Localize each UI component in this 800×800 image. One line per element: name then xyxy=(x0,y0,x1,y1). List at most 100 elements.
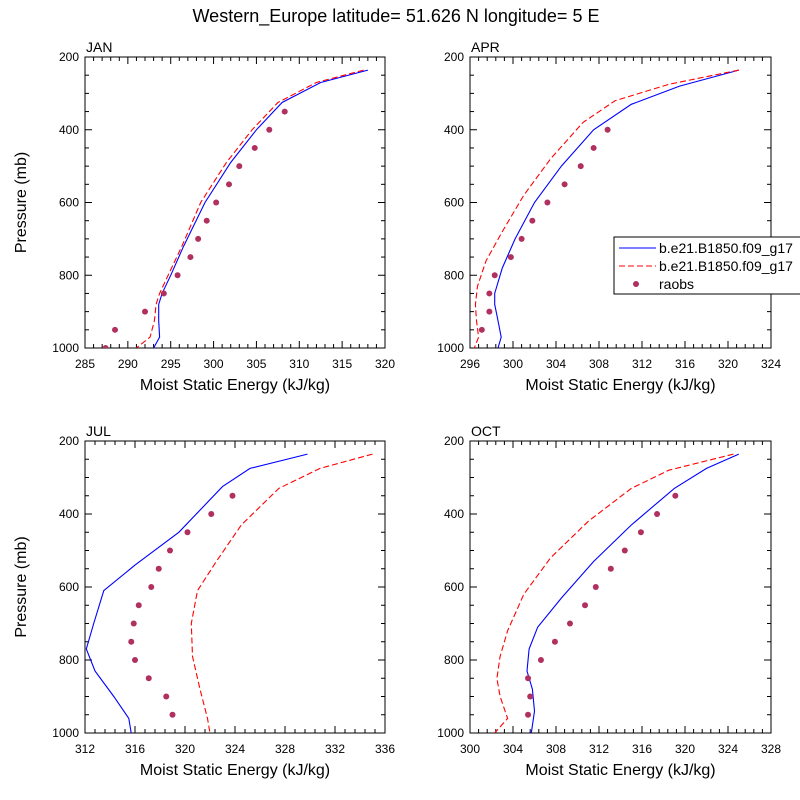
raobs-point xyxy=(478,326,485,333)
legend-label: b.e21.B1850.f09_g17 xyxy=(659,240,793,256)
x-tick-label: 290 xyxy=(118,357,138,371)
x-tick-label: 300 xyxy=(460,742,480,756)
x-tick-label: 328 xyxy=(275,742,295,756)
y-axis-label: Pressure (mb) xyxy=(13,152,30,253)
x-tick-label: 312 xyxy=(632,357,652,371)
panel-title: OCT xyxy=(471,423,501,439)
x-axis-label: Moist Static Energy (kJ/kg) xyxy=(140,377,330,394)
series-group xyxy=(473,69,739,348)
raobs-point xyxy=(112,326,118,333)
panel-jan: 285 290 295 300 305 310 315 320 200 400 600 800 1000… xyxy=(13,39,395,394)
raobs-point xyxy=(226,181,232,188)
panel-title: JAN xyxy=(86,39,112,55)
raobs-point xyxy=(251,144,258,151)
y-tick-label: 800 xyxy=(444,653,464,667)
x-tick-label: 320 xyxy=(375,357,395,371)
y-tick-label: 1000 xyxy=(437,726,464,740)
raobs-point xyxy=(486,290,493,297)
x-tick-label: 332 xyxy=(325,742,345,756)
x-tick-label: 315 xyxy=(332,357,352,371)
x-tick-label: 305 xyxy=(246,357,266,371)
raobs-point xyxy=(195,235,202,242)
raobs-point xyxy=(132,657,138,663)
raobs-point xyxy=(486,308,493,315)
y-axis-label: Pressure (mb) xyxy=(13,536,30,637)
y-tick-label: 1000 xyxy=(437,341,464,355)
x-tick-label: 304 xyxy=(503,742,523,756)
y-tick-label: 600 xyxy=(59,580,79,594)
x-tick-label: 316 xyxy=(125,742,145,756)
raobs-point xyxy=(607,565,614,572)
x-tick-label: 285 xyxy=(75,357,95,371)
x-tick-label: 296 xyxy=(460,357,480,371)
model-line-solid xyxy=(494,69,739,348)
series-group xyxy=(85,453,373,733)
raobs-point xyxy=(266,126,273,133)
model-line-dashed xyxy=(494,453,734,733)
raobs-point xyxy=(155,565,162,572)
plot-frame xyxy=(469,440,772,734)
panel-oct: 300 304 308 312 316 320 324 328 200 400 600 800 1000… xyxy=(437,423,781,779)
raobs-point xyxy=(604,126,611,133)
raobs-point xyxy=(142,308,148,315)
x-tick-label: 304 xyxy=(546,357,566,371)
y-tick-label: 200 xyxy=(59,434,79,448)
raobs-point xyxy=(566,620,573,627)
model-line-solid xyxy=(526,453,740,733)
legend-marker xyxy=(633,281,639,287)
y-tick-label: 400 xyxy=(444,123,464,137)
x-tick-label: 316 xyxy=(632,742,652,756)
y-tick-label: 800 xyxy=(59,653,79,667)
y-tick-label: 200 xyxy=(59,50,79,64)
raobs-point xyxy=(518,235,525,242)
x-tick-label: 324 xyxy=(761,357,781,371)
x-tick-label: 324 xyxy=(225,742,245,756)
model-line-solid xyxy=(153,69,369,348)
y-tick-label: 600 xyxy=(59,196,79,210)
raobs-point xyxy=(551,638,558,645)
x-tick-label: 336 xyxy=(375,742,395,756)
raobs-point xyxy=(529,217,536,224)
legend-label: b.e21.B1850.f09_g17 xyxy=(659,258,793,274)
model-line-dashed xyxy=(473,69,739,348)
raobs-point xyxy=(637,529,644,536)
raobs-point xyxy=(128,638,135,645)
y-tick-label: 600 xyxy=(444,580,464,594)
x-tick-label: 308 xyxy=(589,357,609,371)
x-tick-label: 320 xyxy=(675,742,695,756)
x-tick-label: 308 xyxy=(546,742,566,756)
raobs-point xyxy=(537,657,544,663)
plot-frame xyxy=(84,56,386,349)
x-tick-label: 310 xyxy=(289,357,309,371)
y-tick-label: 1000 xyxy=(52,341,79,355)
x-tick-label: 320 xyxy=(175,742,195,756)
raobs-point xyxy=(187,254,194,261)
x-axis-label: Moist Static Energy (kJ/kg) xyxy=(525,377,715,394)
raobs-point xyxy=(163,693,170,700)
raobs-point xyxy=(527,693,534,700)
raobs-point xyxy=(213,199,220,206)
raobs-point xyxy=(208,511,215,517)
model-line-dashed xyxy=(136,69,364,348)
y-tick-label: 200 xyxy=(444,434,464,448)
raobs-point xyxy=(654,511,661,517)
raobs-point xyxy=(160,290,167,297)
y-tick-label: 400 xyxy=(59,123,79,137)
raobs-point xyxy=(148,584,155,590)
x-tick-label: 312 xyxy=(75,742,95,756)
raobs-point xyxy=(184,529,191,536)
y-tick-label: 400 xyxy=(59,507,79,521)
raobs-point xyxy=(544,199,551,206)
x-tick-label: 324 xyxy=(718,742,738,756)
raobs-point xyxy=(135,602,142,609)
x-tick-label: 312 xyxy=(589,742,609,756)
raobs-point xyxy=(561,181,568,188)
legend-label: raobs xyxy=(659,276,694,292)
model-line-dashed xyxy=(190,453,373,733)
raobs-point xyxy=(577,163,584,170)
x-tick-label: 316 xyxy=(675,357,695,371)
raobs-point xyxy=(145,675,152,682)
x-tick-label: 328 xyxy=(761,742,781,756)
raobs-point xyxy=(169,711,176,718)
